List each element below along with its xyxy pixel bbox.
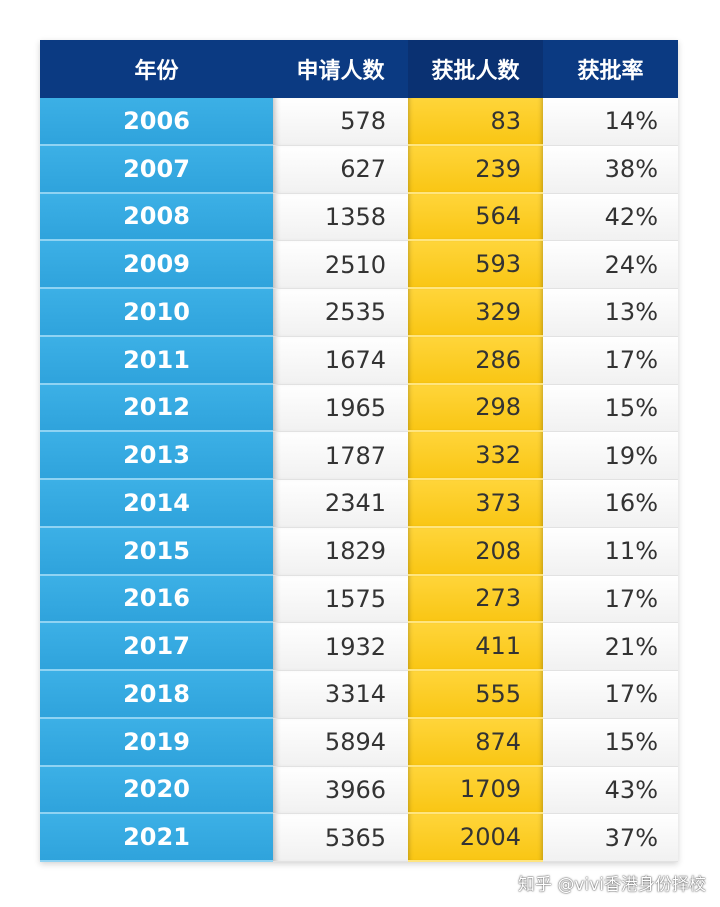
table-row: 2021 5365 2004 37% <box>40 814 678 862</box>
cell-approval-rate: 15% <box>543 718 678 767</box>
cell-approval-rate: 16% <box>543 480 678 528</box>
cell-approved: 239 <box>408 145 543 194</box>
cell-approval-rate: 21% <box>543 623 678 671</box>
cell-approval-rate: 37% <box>543 814 678 862</box>
cell-approved: 329 <box>408 289 543 337</box>
cell-approved: 555 <box>408 671 543 719</box>
table-body: 2006 578 83 14% 2007 627 239 38% 2008 1358 564 42% 2… <box>40 98 678 862</box>
cell-applicants: 2535 <box>273 289 408 337</box>
approval-table: 年份 申请人数 获批人数 获批率 2006 578 83 14% 2007 627 239 3… <box>40 40 678 862</box>
cell-year: 2012 <box>40 384 273 433</box>
cell-approved: 2004 <box>408 814 543 862</box>
table-row: 2013 1787 332 19% <box>40 432 678 480</box>
table-row: 2016 1575 273 17% <box>40 575 678 624</box>
cell-applicants: 627 <box>273 145 408 194</box>
watermark: 知乎 @vivi香港身份择校 <box>518 875 706 895</box>
cell-approval-rate: 19% <box>543 432 678 480</box>
cell-applicants: 1787 <box>273 432 408 480</box>
table-row: 2010 2535 329 13% <box>40 289 678 337</box>
cell-year: 2021 <box>40 814 273 862</box>
cell-approved: 83 <box>408 98 543 146</box>
cell-applicants: 1932 <box>273 623 408 671</box>
table-row: 2012 1965 298 15% <box>40 384 678 433</box>
table-row: 2009 2510 593 24% <box>40 241 678 289</box>
cell-applicants: 3966 <box>273 766 408 815</box>
cell-applicants: 1575 <box>273 575 408 624</box>
cell-approved: 286 <box>408 336 543 385</box>
cell-approval-rate: 24% <box>543 241 678 289</box>
cell-approval-rate: 17% <box>543 336 678 385</box>
cell-year: 2009 <box>40 241 273 289</box>
table-row: 2011 1674 286 17% <box>40 336 678 385</box>
cell-approved: 593 <box>408 241 543 289</box>
cell-applicants: 5365 <box>273 814 408 862</box>
cell-approved: 564 <box>408 193 543 242</box>
cell-approval-rate: 17% <box>543 671 678 719</box>
cell-approved: 208 <box>408 527 543 576</box>
cell-approval-rate: 38% <box>543 145 678 194</box>
cell-applicants: 1358 <box>273 193 408 242</box>
cell-approval-rate: 42% <box>543 193 678 242</box>
cell-applicants: 5894 <box>273 718 408 767</box>
cell-applicants: 3314 <box>273 671 408 719</box>
cell-year: 2013 <box>40 432 273 480</box>
cell-approved: 874 <box>408 718 543 767</box>
cell-year: 2011 <box>40 336 273 385</box>
cell-approved: 373 <box>408 480 543 528</box>
cell-approval-rate: 15% <box>543 384 678 433</box>
table-row: 2017 1932 411 21% <box>40 623 678 671</box>
cell-approval-rate: 43% <box>543 766 678 815</box>
cell-approval-rate: 13% <box>543 289 678 337</box>
table-row: 2014 2341 373 16% <box>40 480 678 528</box>
cell-year: 2015 <box>40 527 273 576</box>
cell-year: 2008 <box>40 193 273 242</box>
table-row: 2018 3314 555 17% <box>40 671 678 719</box>
cell-applicants: 2510 <box>273 241 408 289</box>
cell-approval-rate: 14% <box>543 98 678 146</box>
cell-approved: 1709 <box>408 766 543 815</box>
cell-approval-rate: 11% <box>543 527 678 576</box>
cell-applicants: 1829 <box>273 527 408 576</box>
cell-approved: 332 <box>408 432 543 480</box>
cell-applicants: 1965 <box>273 384 408 433</box>
header-year: 年份 <box>134 59 179 84</box>
cell-year: 2014 <box>40 480 273 528</box>
cell-approved: 298 <box>408 384 543 433</box>
header-applicants: 申请人数 <box>296 59 385 84</box>
cell-year: 2010 <box>40 289 273 337</box>
cell-approved: 411 <box>408 623 543 671</box>
cell-year: 2017 <box>40 623 273 671</box>
cell-applicants: 578 <box>273 98 408 146</box>
header-approval-rate: 获批率 <box>577 59 644 84</box>
table-row: 2007 627 239 38% <box>40 145 678 194</box>
cell-year: 2018 <box>40 671 273 719</box>
table-row: 2019 5894 874 15% <box>40 718 678 767</box>
cell-year: 2020 <box>40 766 273 815</box>
cell-approved: 273 <box>408 575 543 624</box>
table-row: 2020 3966 1709 43% <box>40 766 678 815</box>
table-header: 年份 申请人数 获批人数 获批率 <box>40 40 678 98</box>
table-row: 2015 1829 208 11% <box>40 527 678 576</box>
cell-year: 2006 <box>40 98 273 146</box>
cell-year: 2016 <box>40 575 273 624</box>
cell-year: 2007 <box>40 145 273 194</box>
cell-applicants: 2341 <box>273 480 408 528</box>
cell-approval-rate: 17% <box>543 575 678 624</box>
cell-year: 2019 <box>40 718 273 767</box>
table-row: 2008 1358 564 42% <box>40 193 678 242</box>
table-row: 2006 578 83 14% <box>40 98 678 146</box>
header-approved: 获批人数 <box>408 40 543 98</box>
cell-applicants: 1674 <box>273 336 408 385</box>
